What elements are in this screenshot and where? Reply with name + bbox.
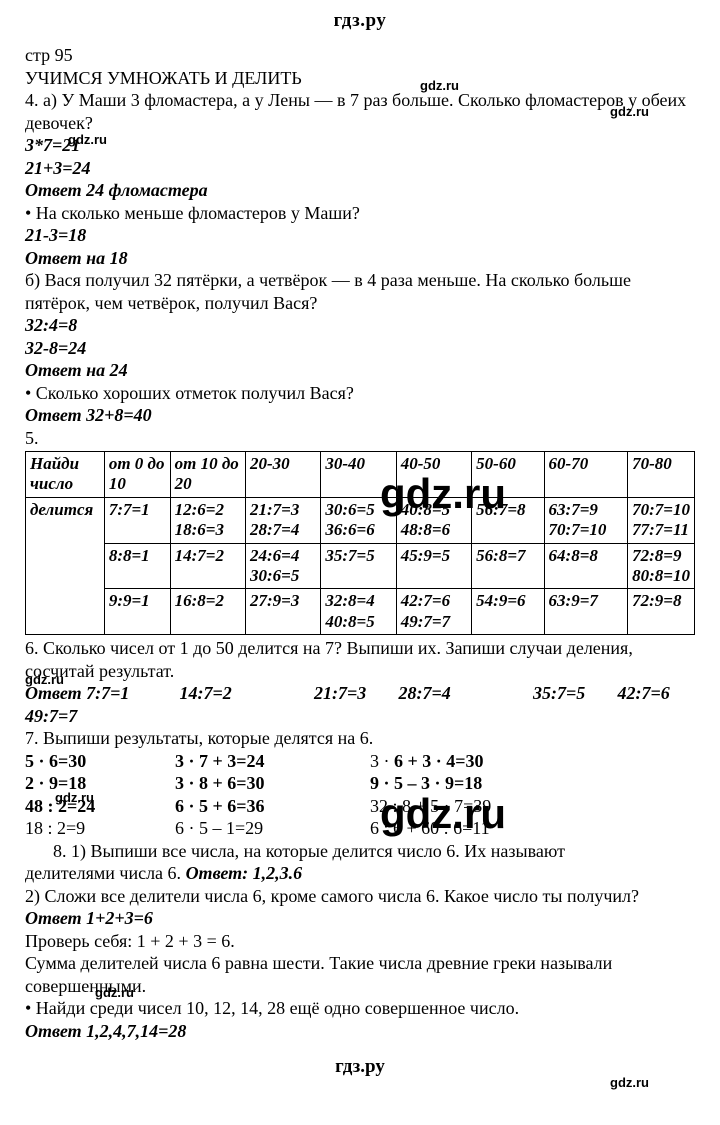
- q8-follow: • Найди среди чисел 10, 12, 14, 28 ещё о…: [25, 997, 695, 1020]
- division-table: Найди число от 0 до 10 от 10 до 20 20-30…: [25, 451, 695, 635]
- cell: 63:9=7: [544, 589, 628, 635]
- q6-d: 28:7=4: [399, 682, 529, 705]
- q8-text2: 2) Сложи все делители числа 6, кроме сам…: [25, 885, 695, 908]
- q7-cell: 3 · 6 + 3 · 4=30: [370, 750, 484, 773]
- q4b-answer2: Ответ 32+8=40: [25, 404, 695, 427]
- page-number: стр 95: [25, 44, 695, 67]
- q7-cell: 9 · 5 – 3 · 9=18: [370, 772, 482, 795]
- th: 60-70: [544, 452, 628, 498]
- q7-cell: 18 : 2=9: [25, 817, 175, 840]
- cell: 72:8=9 80:8=10: [628, 543, 695, 589]
- q4a-calc2: 21+3=24: [25, 157, 695, 180]
- q7-row1: 5 · 6=30 3 · 7 + 3=24 3 · 6 + 3 · 4=30: [25, 750, 695, 773]
- row-label: делится: [26, 497, 105, 634]
- cell: 45:9=5: [396, 543, 471, 589]
- cell: 8:8=1: [104, 543, 170, 589]
- table-row: делится 7:7=1 12:6=2 18:6=3 21:7=3 28:7=…: [26, 497, 695, 543]
- q8-text3: Сумма делителей числа 6 равна шести. Так…: [25, 952, 695, 997]
- q8-check: Проверь себя: 1 + 2 + 3 = 6.: [25, 930, 695, 953]
- cell: 7:7=1: [104, 497, 170, 543]
- q6-b: 14:7=2: [180, 682, 310, 705]
- th: 30-40: [321, 452, 396, 498]
- q4b-text: б) Вася получил 32 пятёрки, а четвёрок —…: [25, 269, 695, 314]
- q7-cell: 2 · 9=18: [25, 772, 175, 795]
- cell: 32:8=4 40:8=5: [321, 589, 396, 635]
- q7-cell: 6 : 6 + 60 : 6=11: [370, 817, 490, 840]
- q7-cell: 32 : 8 + 5 · 7=39: [370, 795, 491, 818]
- q7-cell: 48 : 2=24: [25, 795, 175, 818]
- th: 70-80: [628, 452, 695, 498]
- cell: 56:8=7: [472, 543, 544, 589]
- q4b-follow: • Сколько хороших отметок получил Вася?: [25, 382, 695, 405]
- q7-cell: 5 · 6=30: [25, 750, 175, 773]
- cell: 35:7=5: [321, 543, 396, 589]
- q7-row4: 18 : 2=9 6 · 5 – 1=29 6 : 6 + 60 : 6=11: [25, 817, 695, 840]
- q6-answer-line1: Ответ 7:7=1 14:7=2 21:7=3 28:7=4 35:7=5 …: [25, 682, 695, 705]
- table-row: 8:8=1 14:7=2 24:6=4 30:6=5 35:7=5 45:9=5…: [26, 543, 695, 589]
- cell: 27:9=3: [245, 589, 320, 635]
- q7-text: 7. Выпиши результаты, которые делятся на…: [25, 727, 695, 750]
- cell: 54:9=6: [472, 589, 544, 635]
- th: Найди число: [26, 452, 105, 498]
- cell: 9:9=1: [104, 589, 170, 635]
- q8-answer2: Ответ 1+2+3=6: [25, 907, 695, 930]
- cell: 72:9=8: [628, 589, 695, 635]
- th: от 0 до 10: [104, 452, 170, 498]
- q7-cell: 3 · 8 + 6=30: [175, 772, 370, 795]
- th: 40-50: [396, 452, 471, 498]
- site-header: гдз.ру: [25, 10, 695, 32]
- q5-label: 5.: [25, 427, 695, 450]
- q6-text: 6. Сколько чисел от 1 до 50 делится на 7…: [25, 637, 695, 682]
- cell: 64:8=8: [544, 543, 628, 589]
- table-header-row: Найди число от 0 до 10 от 10 до 20 20-30…: [26, 452, 695, 498]
- section-title: УЧИМСЯ УМНОЖАТЬ И ДЕЛИТЬ: [25, 67, 695, 90]
- q6-answer-line2: 49:7=7: [25, 705, 695, 728]
- q4a-follow: • На сколько меньше фломастеров у Маши?: [25, 202, 695, 225]
- q8-answer1: Ответ: 1,2,3.6: [186, 863, 303, 883]
- q4b-answer: Ответ на 24: [25, 359, 695, 382]
- q4a-calc3: 21-3=18: [25, 224, 695, 247]
- q6-e: 35:7=5: [533, 682, 613, 705]
- th: 20-30: [245, 452, 320, 498]
- q7-row2: 2 · 9=18 3 · 8 + 6=30 9 · 5 – 3 · 9=18: [25, 772, 695, 795]
- q6-f: 42:7=6: [618, 682, 670, 705]
- q4a-answer2: Ответ на 18: [25, 247, 695, 270]
- q6-a: Ответ 7:7=1: [25, 682, 175, 705]
- q7-cell: 6 · 5 – 1=29: [175, 817, 370, 840]
- q8-text1: 8. 1) Выпиши все числа, на которые делит…: [25, 840, 695, 863]
- q7-cell: 6 · 5 + 6=36: [175, 795, 370, 818]
- table-row: 9:9=1 16:8=2 27:9=3 32:8=4 40:8=5 42:7=6…: [26, 589, 695, 635]
- q4b-calc2: 32-8=24: [25, 337, 695, 360]
- q6-c: 21:7=3: [314, 682, 394, 705]
- q8-answer3: Ответ 1,2,4,7,14=28: [25, 1020, 695, 1043]
- cell: 24:6=4 30:6=5: [245, 543, 320, 589]
- q7-cell: 3 · 7 + 3=24: [175, 750, 370, 773]
- q7-row3: 48 : 2=24 6 · 5 + 6=36 32 : 8 + 5 · 7=39: [25, 795, 695, 818]
- q4a-text: 4. а) У Маши 3 фломастера, а у Лены — в …: [25, 89, 695, 134]
- cell: 42:7=6 49:7=7: [396, 589, 471, 635]
- q4a-calc1: 3*7=21: [25, 134, 695, 157]
- q8-text1b: делителями числа 6. Ответ: 1,2,3.6: [25, 862, 695, 885]
- cell: 40:8=5 48:8=6: [396, 497, 471, 543]
- cell: 70:7=10 77:7=11: [628, 497, 695, 543]
- cell: 16:8=2: [170, 589, 245, 635]
- cell: 63:7=9 70:7=10: [544, 497, 628, 543]
- q4b-calc1: 32:4=8: [25, 314, 695, 337]
- cell: 14:7=2: [170, 543, 245, 589]
- cell: 56:7=8: [472, 497, 544, 543]
- th: 50-60: [472, 452, 544, 498]
- cell: 12:6=2 18:6=3: [170, 497, 245, 543]
- cell: 30:6=5 36:6=6: [321, 497, 396, 543]
- site-footer: гдз.ру: [25, 1056, 695, 1078]
- document-page: гдз.ру стр 95 УЧИМСЯ УМНОЖАТЬ И ДЕЛИТЬ 4…: [0, 0, 720, 1098]
- cell: 21:7=3 28:7=4: [245, 497, 320, 543]
- q4a-answer: Ответ 24 фломастера: [25, 179, 695, 202]
- th: от 10 до 20: [170, 452, 245, 498]
